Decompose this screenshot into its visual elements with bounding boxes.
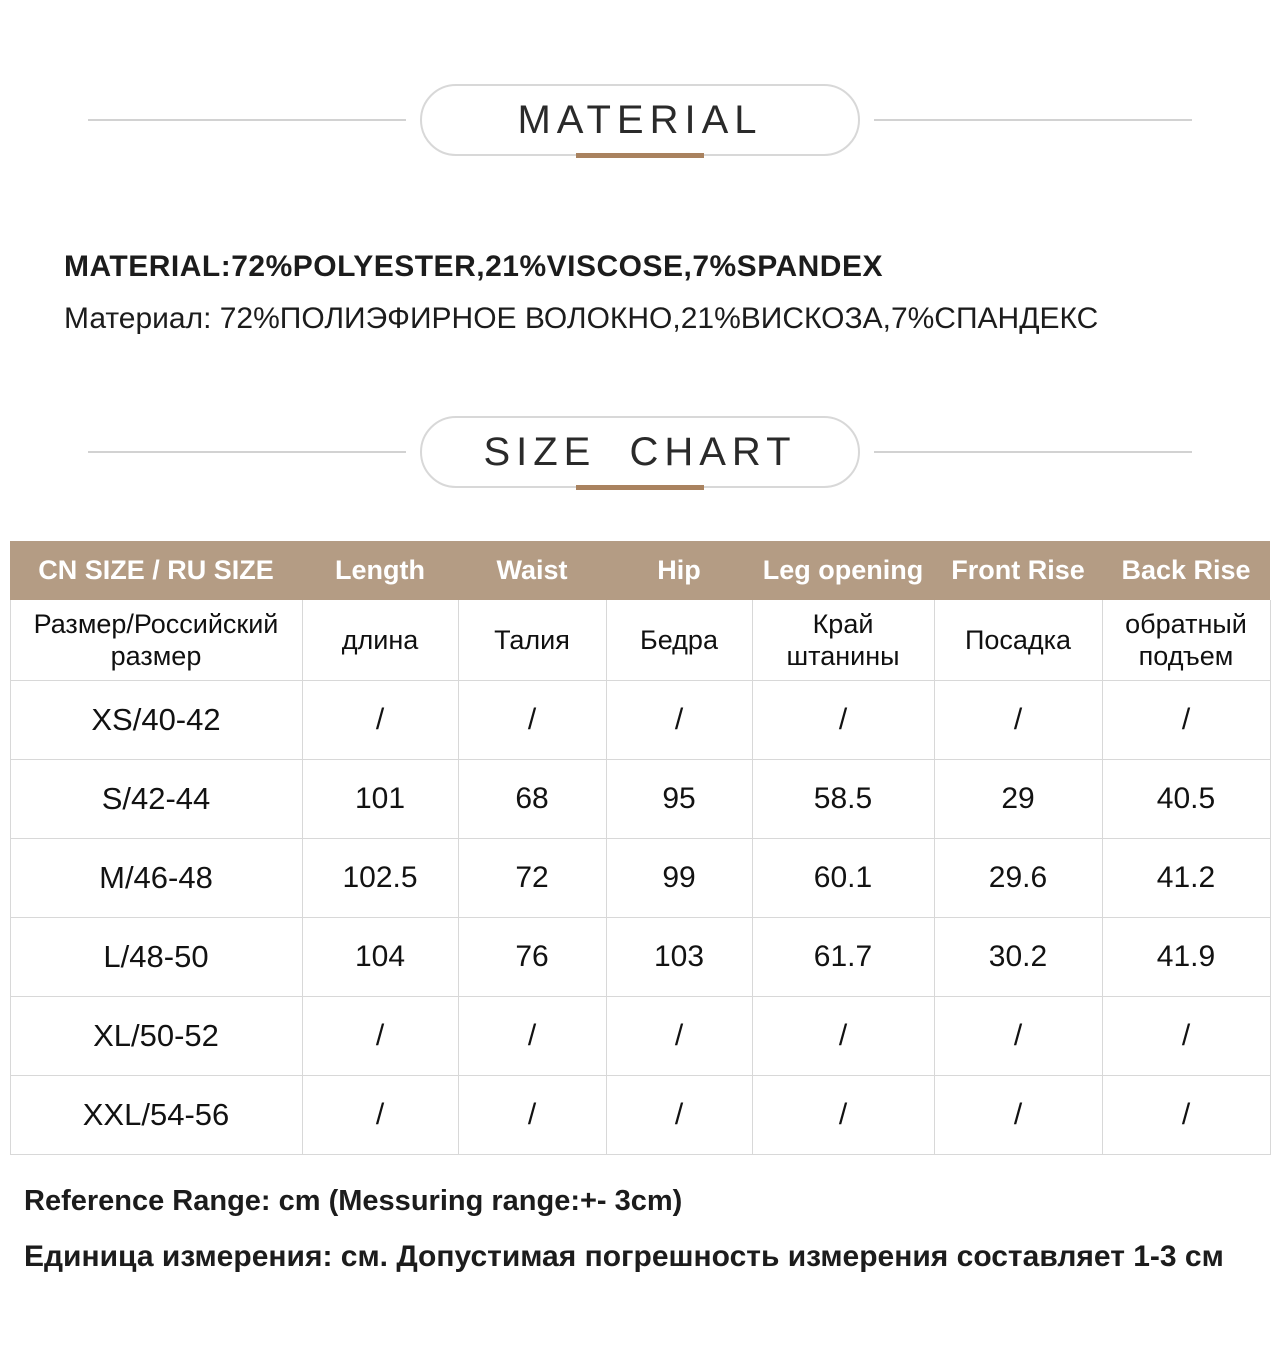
value-cell: 58.5: [751, 759, 935, 839]
value-cell: 104: [301, 917, 459, 997]
value-cell: /: [1101, 996, 1271, 1076]
table-header-row-ru: Размер/Российский размер длина Талия Бед…: [9, 599, 1271, 681]
value-cell: /: [751, 680, 935, 760]
size-chart-section-header: SIZE CHART: [0, 416, 1280, 490]
value-cell: /: [605, 996, 753, 1076]
table-row: L/48-50 104 76 103 61.7 30.2 41.9: [9, 917, 1271, 997]
value-cell: 41.9: [1101, 917, 1271, 997]
value-cell: 61.7: [751, 917, 935, 997]
value-cell: /: [933, 680, 1103, 760]
size-cell: XS/40-42: [9, 680, 303, 760]
measurement-notes: Reference Range: cm (Messuring range:+- …: [24, 1185, 1280, 1274]
column-header-hip: Hip: [606, 540, 752, 600]
size-chart-title-pill: SIZE CHART: [420, 416, 860, 490]
column-header-back-rise-ru: обратный подъем: [1101, 599, 1271, 681]
value-cell: /: [457, 996, 607, 1076]
size-chart-section-title: SIZE CHART: [483, 429, 797, 474]
value-cell: 29.6: [933, 838, 1103, 918]
material-section-title: MATERIAL: [517, 97, 763, 142]
value-cell: /: [301, 680, 459, 760]
value-cell: 41.2: [1101, 838, 1271, 918]
value-cell: /: [301, 1075, 459, 1155]
size-cell: XXL/54-56: [9, 1075, 303, 1155]
size-cell: M/46-48: [9, 838, 303, 918]
value-cell: /: [457, 680, 607, 760]
material-title-pill: MATERIAL: [420, 84, 860, 158]
value-cell: /: [751, 996, 935, 1076]
value-cell: /: [1101, 680, 1271, 760]
size-cell: L/48-50: [9, 917, 303, 997]
table-row: S/42-44 101 68 95 58.5 29 40.5: [9, 759, 1271, 839]
column-header-back-rise: Back Rise: [1102, 540, 1270, 600]
value-cell: 68: [457, 759, 607, 839]
value-cell: 103: [605, 917, 753, 997]
value-cell: /: [933, 996, 1103, 1076]
table-row: XS/40-42 / / / / / /: [9, 680, 1271, 760]
column-header-waist: Waist: [458, 540, 606, 600]
value-cell: 29: [933, 759, 1103, 839]
table-row: XXL/54-56 / / / / / /: [9, 1075, 1271, 1155]
right-divider-line: [874, 451, 1192, 453]
right-divider-line: [874, 119, 1192, 121]
value-cell: 102.5: [301, 838, 459, 918]
value-cell: 99: [605, 838, 753, 918]
table-header-row-en: CN SIZE / RU SIZE Length Waist Hip Leg o…: [10, 540, 1270, 600]
column-header-size: CN SIZE / RU SIZE: [10, 540, 302, 600]
column-header-length: Length: [302, 540, 458, 600]
size-cell: S/42-44: [9, 759, 303, 839]
table-row: M/46-48 102.5 72 99 60.1 29.6 41.2: [9, 838, 1271, 918]
value-cell: /: [933, 1075, 1103, 1155]
value-cell: 76: [457, 917, 607, 997]
column-header-length-ru: длина: [301, 599, 459, 681]
size-cell: XL/50-52: [9, 996, 303, 1076]
value-cell: /: [301, 996, 459, 1076]
value-cell: /: [1101, 1075, 1271, 1155]
value-cell: 72: [457, 838, 607, 918]
material-composition-en: MATERIAL:72%POLYESTER,21%VISCOSE,7%SPAND…: [64, 250, 883, 283]
value-cell: /: [457, 1075, 607, 1155]
value-cell: 95: [605, 759, 753, 839]
value-cell: /: [751, 1075, 935, 1155]
column-header-hip-ru: Бедра: [605, 599, 753, 681]
column-header-leg-opening-ru: Край штанины: [751, 599, 935, 681]
material-section-header: MATERIAL: [0, 84, 1280, 158]
reference-range-ru: Единица измерения: см. Допустимая погреш…: [24, 1240, 1224, 1273]
material-composition-ru: Материал: 72%ПОЛИЭФИРНОЕ ВОЛОКНО,21%ВИСК…: [64, 302, 1099, 335]
material-composition-block: MATERIAL:72%POLYESTER,21%VISCOSE,7%SPAND…: [64, 250, 1280, 336]
size-chart-table: CN SIZE / RU SIZE Length Waist Hip Leg o…: [9, 540, 1271, 1155]
material-title-underline: [576, 153, 704, 158]
column-header-leg-opening: Leg opening: [752, 540, 934, 600]
left-divider-line: [88, 451, 406, 453]
value-cell: /: [605, 680, 753, 760]
left-divider-line: [88, 119, 406, 121]
column-header-waist-ru: Талия: [457, 599, 607, 681]
column-header-front-rise-ru: Посадка: [933, 599, 1103, 681]
table-row: XL/50-52 / / / / / /: [9, 996, 1271, 1076]
reference-range-en: Reference Range: cm (Messuring range:+- …: [24, 1185, 683, 1217]
size-chart-title-underline: [576, 485, 704, 490]
value-cell: 40.5: [1101, 759, 1271, 839]
product-size-info-page: MATERIAL MATERIAL:72%POLYESTER,21%VISCOS…: [0, 84, 1280, 1274]
value-cell: 101: [301, 759, 459, 839]
column-header-size-ru: Размер/Российский размер: [9, 599, 303, 681]
value-cell: 30.2: [933, 917, 1103, 997]
value-cell: /: [605, 1075, 753, 1155]
column-header-front-rise: Front Rise: [934, 540, 1102, 600]
value-cell: 60.1: [751, 838, 935, 918]
